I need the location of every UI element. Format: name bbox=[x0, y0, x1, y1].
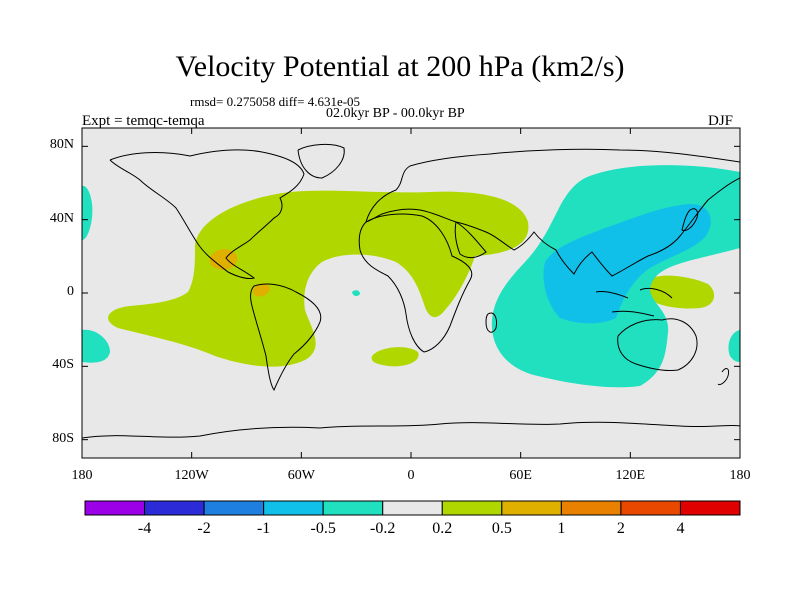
colorbar-label: -1 bbox=[256, 520, 271, 537]
axis-ticks bbox=[81, 128, 741, 458]
field-west-pacific-positive bbox=[643, 275, 715, 309]
field-central-america-max bbox=[209, 249, 238, 270]
colorbar-swatch bbox=[203, 500, 265, 516]
lon-label-180e: 180 bbox=[729, 468, 751, 483]
colorbar-label: -0.5 bbox=[310, 520, 336, 537]
coast-australia bbox=[617, 318, 698, 371]
field-left-edge-neg-north bbox=[82, 185, 93, 240]
coast-arabia bbox=[454, 221, 487, 259]
coast-greenland bbox=[297, 143, 345, 179]
coast-madagascar bbox=[485, 312, 497, 333]
colorbar-swatch bbox=[322, 500, 384, 516]
coast-africa bbox=[358, 213, 473, 353]
coastlines bbox=[82, 143, 740, 439]
colorbar-swatch bbox=[144, 500, 205, 516]
season-label: DJF bbox=[708, 113, 734, 129]
lat-label-80n: 80N bbox=[49, 137, 74, 153]
lon-label-120e: 120E bbox=[615, 468, 646, 483]
coast-japan bbox=[681, 208, 699, 231]
coast-north-america bbox=[109, 149, 305, 279]
colorbar-swatch bbox=[263, 500, 324, 516]
colorbar-label: -2 bbox=[197, 520, 211, 537]
field-maritime-asia-core bbox=[543, 204, 711, 324]
colorbar-label: 2 bbox=[616, 520, 625, 537]
colorbar-swatch bbox=[620, 500, 681, 516]
lat-label-40s: 40S bbox=[52, 357, 74, 373]
shaded-fields bbox=[82, 165, 740, 388]
lon-label-180w: 180 bbox=[71, 468, 93, 483]
colorbar-label: -0.2 bbox=[370, 520, 396, 537]
colorbar-swatch bbox=[679, 500, 741, 516]
experiment-label: Expt = temqc-temqa bbox=[82, 113, 205, 129]
figure-title: Velocity Potential at 200 hPa (km2/s) bbox=[175, 50, 625, 83]
colorbar-swatch bbox=[441, 500, 503, 516]
lat-label-40n: 40N bbox=[49, 210, 74, 226]
coast-antarctica bbox=[82, 421, 740, 439]
field-colombia-max bbox=[252, 283, 270, 297]
lat-label-0: 0 bbox=[67, 284, 74, 299]
period-label: 02.0kyr BP - 00.0kyr BP bbox=[326, 106, 465, 121]
colorbar-swatch bbox=[84, 500, 146, 516]
field-americas-atlantic bbox=[108, 190, 529, 367]
field-right-edge-neg-south bbox=[728, 330, 740, 362]
coast-new-zealand bbox=[717, 368, 729, 385]
stats-text: rmsd= 0.275058 diff= 4.631e-05 bbox=[190, 94, 361, 109]
field-small-atlantic-neg bbox=[352, 290, 360, 297]
field-south-atlantic-blob bbox=[371, 347, 419, 367]
colorbar-swatch bbox=[382, 500, 443, 516]
lon-label-60e: 60E bbox=[509, 468, 532, 483]
lon-label-120w: 120W bbox=[174, 468, 209, 483]
colorbar-label: 0.2 bbox=[432, 520, 453, 537]
colorbar-swatch bbox=[560, 500, 622, 516]
coast-indonesia bbox=[595, 287, 673, 317]
colorbar bbox=[84, 500, 741, 516]
lat-label-80s: 80S bbox=[52, 430, 74, 446]
colorbar-label: 4 bbox=[676, 520, 685, 537]
lon-label-60w: 60W bbox=[287, 468, 315, 483]
colorbar-label: -4 bbox=[137, 520, 152, 537]
field-left-edge-neg-south bbox=[82, 329, 110, 363]
colorbar-swatch bbox=[501, 500, 562, 516]
colorbar-label: 1 bbox=[557, 520, 566, 537]
lon-label-0: 0 bbox=[407, 468, 415, 483]
coast-south-america bbox=[250, 283, 322, 392]
colorbar-label: 0.5 bbox=[491, 520, 512, 537]
coast-eurasia bbox=[365, 148, 740, 277]
